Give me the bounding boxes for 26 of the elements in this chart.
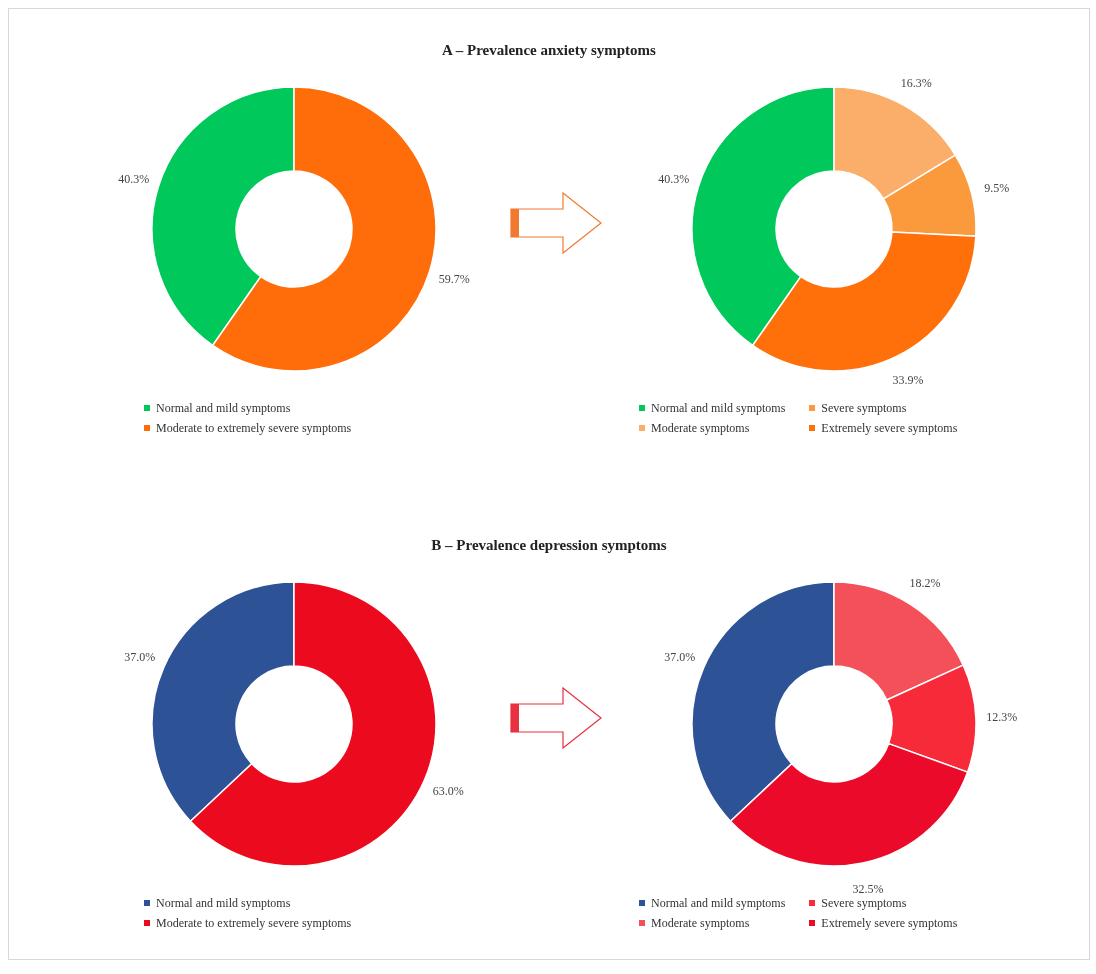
data-label: 37.0% (664, 650, 696, 665)
legend-label: Moderate to extremely severe symptoms (156, 420, 352, 436)
legend-label: Extremely severe symptoms (821, 915, 958, 931)
data-label: 40.3% (658, 171, 690, 186)
data-label: 33.9% (892, 372, 924, 387)
data-label: 37.0% (124, 650, 156, 665)
text: B – Prevalence depression symptoms (430, 537, 668, 554)
legend-label: Normal and mild symptoms (156, 400, 291, 416)
legend-label: Moderate symptoms (651, 915, 750, 931)
text: A – Prevalence anxiety symptoms (441, 42, 657, 59)
legend-label: Normal and mild symptoms (156, 895, 291, 911)
data-label: 59.7% (438, 272, 470, 287)
data-label: 63.0% (432, 783, 464, 798)
legend-label: Severe symptoms (821, 400, 907, 416)
data-label: 9.5% (984, 180, 1010, 195)
data-label: 16.3% (900, 75, 932, 90)
legend-label: Normal and mild symptoms (651, 400, 786, 416)
legend-label: Extremely severe symptoms (821, 420, 958, 436)
legend-label: Normal and mild symptoms (651, 895, 786, 911)
legend-label: Severe symptoms (821, 895, 907, 911)
legend-label: Moderate to extremely severe symptoms (156, 915, 352, 931)
data-label: 32.5% (852, 881, 884, 896)
legend-label: Moderate symptoms (651, 420, 750, 436)
data-label: 40.3% (118, 171, 150, 186)
data-label: 18.2% (909, 575, 941, 590)
data-label: 12.3% (986, 710, 1018, 725)
